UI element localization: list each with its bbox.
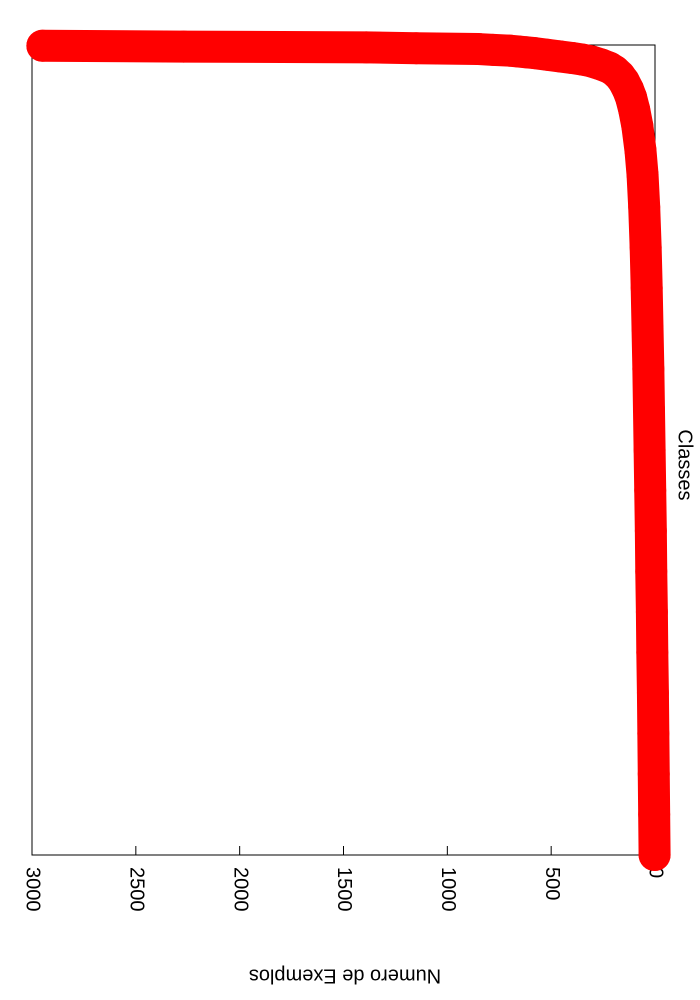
scatter-point — [631, 312, 664, 345]
y-tick-label: 0 — [645, 867, 667, 878]
scatter-point — [634, 515, 667, 547]
scatter-point — [635, 555, 668, 588]
scatter-point — [624, 134, 657, 167]
scatter-point — [632, 353, 665, 385]
scatter-point — [400, 32, 433, 65]
scatter-point — [350, 31, 383, 64]
scatter-point — [629, 231, 662, 264]
plot-frame — [31, 44, 656, 856]
scatter-point — [638, 798, 671, 831]
y-tick-label: 2500 — [126, 867, 148, 912]
scatter-point — [635, 596, 668, 628]
scatter-point — [634, 474, 667, 507]
y-tick-label: 500 — [541, 867, 563, 900]
scatter-point — [626, 158, 659, 191]
scatter-point — [637, 758, 670, 790]
scatter-point — [167, 30, 200, 63]
y-axis-label: Numero de Exemplos — [249, 965, 441, 987]
y-tick-label: 1000 — [437, 867, 459, 912]
y-tick-label: 2000 — [229, 867, 251, 912]
scatter-point — [636, 677, 669, 709]
scatter-band — [26, 29, 671, 871]
y-tick-label: 1500 — [333, 867, 355, 912]
scatter-point — [637, 717, 670, 750]
scatter-point — [638, 839, 671, 871]
scatter-point — [636, 636, 669, 669]
scatter-point — [26, 29, 59, 62]
scatter-point — [621, 110, 654, 142]
scatter-point — [633, 434, 666, 466]
x-axis-label: Classes — [674, 429, 696, 500]
y-tick-label: 3000 — [22, 867, 44, 912]
scatter-point — [628, 191, 661, 223]
scatter-point — [632, 393, 665, 426]
scatter-point — [630, 272, 663, 304]
